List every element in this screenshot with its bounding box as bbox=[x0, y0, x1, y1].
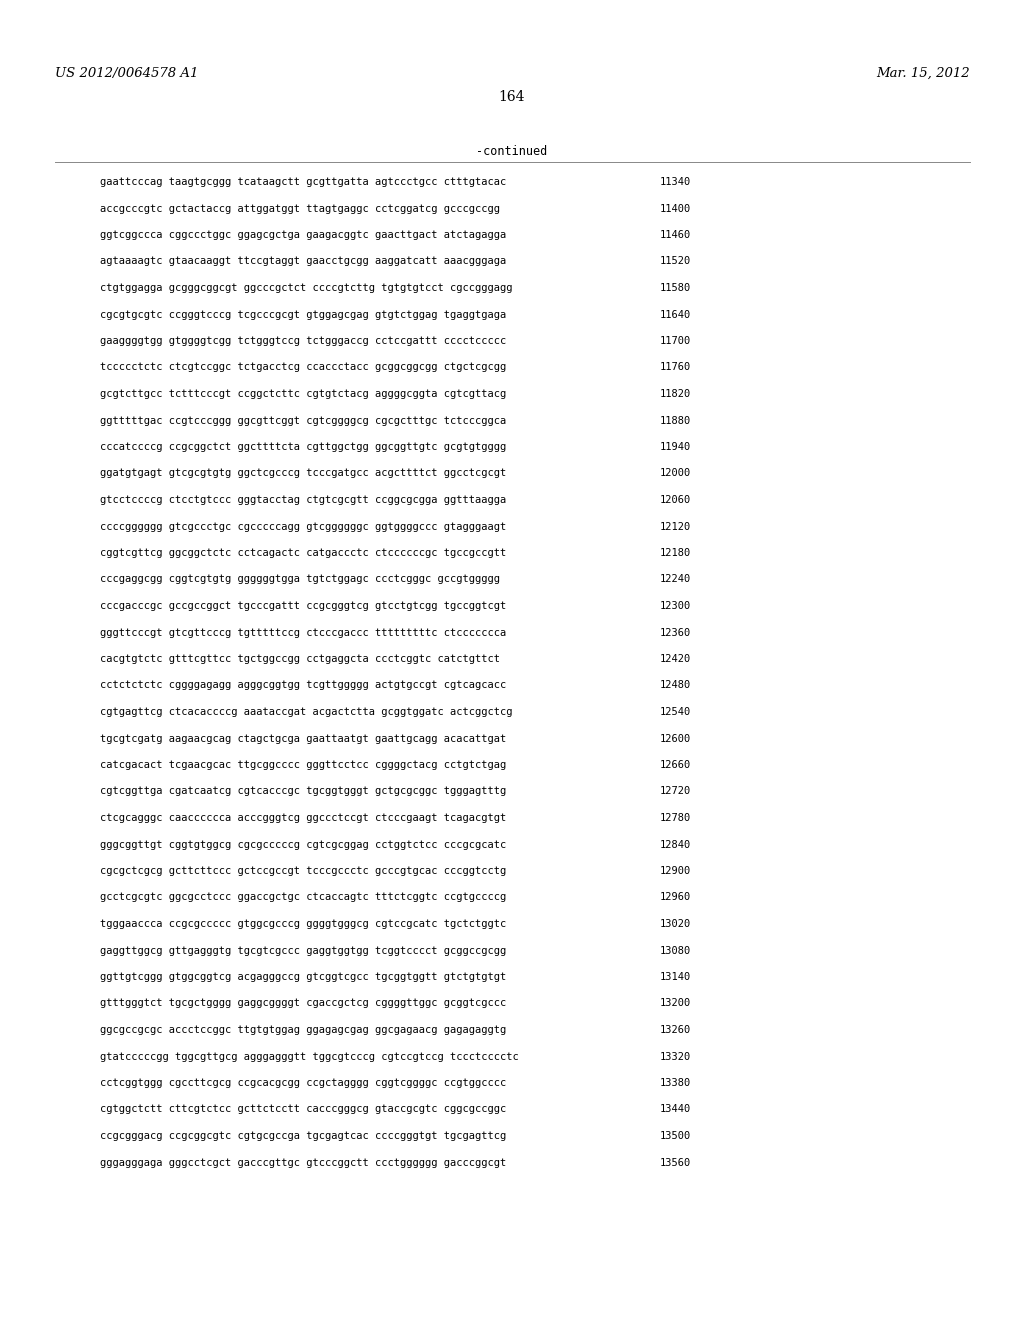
Text: cccgacccgc gccgccggct tgcccgattt ccgcgggtcg gtcctgtcgg tgccggtcgt: cccgacccgc gccgccggct tgcccgattt ccgcggg… bbox=[100, 601, 506, 611]
Text: gcgtcttgcc tctttcccgt ccggctcttc cgtgtctacg aggggcggta cgtcgttacg: gcgtcttgcc tctttcccgt ccggctcttc cgtgtct… bbox=[100, 389, 506, 399]
Text: ggtcggccca cggccctggc ggagcgctga gaagacggtc gaacttgact atctagagga: ggtcggccca cggccctggc ggagcgctga gaagacg… bbox=[100, 230, 506, 240]
Text: gaggttggcg gttgagggtg tgcgtcgccc gaggtggtgg tcggtcccct gcggccgcgg: gaggttggcg gttgagggtg tgcgtcgccc gaggtgg… bbox=[100, 945, 506, 956]
Text: cccatccccg ccgcggctct ggcttttcta cgttggctgg ggcggttgtc gcgtgtgggg: cccatccccg ccgcggctct ggcttttcta cgttggc… bbox=[100, 442, 506, 451]
Text: cctctctctc cggggagagg agggcggtgg tcgttggggg actgtgccgt cgtcagcacc: cctctctctc cggggagagg agggcggtgg tcgttgg… bbox=[100, 681, 506, 690]
Text: 12360: 12360 bbox=[660, 627, 691, 638]
Text: gtatcccccgg tggcgttgcg agggagggtt tggcgtcccg cgtccgtccg tccctcccctc: gtatcccccgg tggcgttgcg agggagggtt tggcgt… bbox=[100, 1052, 519, 1061]
Text: 13140: 13140 bbox=[660, 972, 691, 982]
Text: 12000: 12000 bbox=[660, 469, 691, 479]
Text: ggatgtgagt gtcgcgtgtg ggctcgcccg tcccgatgcc acgcttttct ggcctcgcgt: ggatgtgagt gtcgcgtgtg ggctcgcccg tcccgat… bbox=[100, 469, 506, 479]
Text: gggttcccgt gtcgttcccg tgtttttccg ctcccgaccc tttttttttc ctccccccca: gggttcccgt gtcgttcccg tgtttttccg ctcccga… bbox=[100, 627, 506, 638]
Text: accgcccgtc gctactaccg attggatggt ttagtgaggc cctcggatcg gcccgccgg: accgcccgtc gctactaccg attggatggt ttagtga… bbox=[100, 203, 500, 214]
Text: 11640: 11640 bbox=[660, 309, 691, 319]
Text: gaaggggtgg gtggggtcgg tctgggtccg tctgggaccg cctccgattt cccctccccc: gaaggggtgg gtggggtcgg tctgggtccg tctggga… bbox=[100, 337, 506, 346]
Text: cggtcgttcg ggcggctctc cctcagactc catgaccctc ctccccccgc tgccgccgtt: cggtcgttcg ggcggctctc cctcagactc catgacc… bbox=[100, 548, 506, 558]
Text: 12720: 12720 bbox=[660, 787, 691, 796]
Text: gcctcgcgtc ggcgcctccc ggaccgctgc ctcaccagtc tttctcggtc ccgtgccccg: gcctcgcgtc ggcgcctccc ggaccgctgc ctcacca… bbox=[100, 892, 506, 903]
Text: gtcctccccg ctcctgtccc gggtacctag ctgtcgcgtt ccggcgcgga ggtttaagga: gtcctccccg ctcctgtccc gggtacctag ctgtcgc… bbox=[100, 495, 506, 506]
Text: 11520: 11520 bbox=[660, 256, 691, 267]
Text: 11940: 11940 bbox=[660, 442, 691, 451]
Text: 13260: 13260 bbox=[660, 1026, 691, 1035]
Text: gggcggttgt cggtgtggcg cgcgcccccg cgtcgcggag cctggtctcc cccgcgcatc: gggcggttgt cggtgtggcg cgcgcccccg cgtcgcg… bbox=[100, 840, 506, 850]
Text: 12420: 12420 bbox=[660, 653, 691, 664]
Text: catcgacact tcgaacgcac ttgcggcccc gggttcctcc cggggctacg cctgtctgag: catcgacact tcgaacgcac ttgcggcccc gggttcc… bbox=[100, 760, 506, 770]
Text: 12120: 12120 bbox=[660, 521, 691, 532]
Text: 13020: 13020 bbox=[660, 919, 691, 929]
Text: gaattcccag taagtgcggg tcataagctt gcgttgatta agtccctgcc ctttgtacac: gaattcccag taagtgcggg tcataagctt gcgttga… bbox=[100, 177, 506, 187]
Text: -continued: -continued bbox=[476, 145, 548, 158]
Text: 12840: 12840 bbox=[660, 840, 691, 850]
Text: 12900: 12900 bbox=[660, 866, 691, 876]
Text: 13320: 13320 bbox=[660, 1052, 691, 1061]
Text: tgcgtcgatg aagaacgcag ctagctgcga gaattaatgt gaattgcagg acacattgat: tgcgtcgatg aagaacgcag ctagctgcga gaattaa… bbox=[100, 734, 506, 743]
Text: 12480: 12480 bbox=[660, 681, 691, 690]
Text: cacgtgtctc gtttcgttcc tgctggccgg cctgaggcta ccctcggtc catctgttct: cacgtgtctc gtttcgttcc tgctggccgg cctgagg… bbox=[100, 653, 500, 664]
Text: 11820: 11820 bbox=[660, 389, 691, 399]
Text: 11880: 11880 bbox=[660, 416, 691, 425]
Text: cgtcggttga cgatcaatcg cgtcacccgc tgcggtgggt gctgcgcggc tgggagtttg: cgtcggttga cgatcaatcg cgtcacccgc tgcggtg… bbox=[100, 787, 506, 796]
Text: tccccctctc ctcgtccggc tctgacctcg ccaccctacc gcggcggcgg ctgctcgcgg: tccccctctc ctcgtccggc tctgacctcg ccaccct… bbox=[100, 363, 506, 372]
Text: 12600: 12600 bbox=[660, 734, 691, 743]
Text: ctgtggagga gcgggcggcgt ggcccgctct ccccgtcttg tgtgtgtcct cgccgggagg: ctgtggagga gcgggcggcgt ggcccgctct ccccgt… bbox=[100, 282, 512, 293]
Text: 11400: 11400 bbox=[660, 203, 691, 214]
Text: 12960: 12960 bbox=[660, 892, 691, 903]
Text: ctcgcagggc caacccccca acccgggtcg ggccctccgt ctcccgaagt tcagacgtgt: ctcgcagggc caacccccca acccgggtcg ggccctc… bbox=[100, 813, 506, 822]
Text: 13560: 13560 bbox=[660, 1158, 691, 1167]
Text: 12180: 12180 bbox=[660, 548, 691, 558]
Text: 11460: 11460 bbox=[660, 230, 691, 240]
Text: cgcgctcgcg gcttcttccc gctccgccgt tcccgccctc gcccgtgcac cccggtcctg: cgcgctcgcg gcttcttccc gctccgccgt tcccgcc… bbox=[100, 866, 506, 876]
Text: gtttgggtct tgcgctgggg gaggcggggt cgaccgctcg cggggttggc gcggtcgccc: gtttgggtct tgcgctgggg gaggcggggt cgaccgc… bbox=[100, 998, 506, 1008]
Text: 12660: 12660 bbox=[660, 760, 691, 770]
Text: cgtggctctt cttcgtctcc gcttctcctt cacccgggcg gtaccgcgtc cggcgccggc: cgtggctctt cttcgtctcc gcttctcctt cacccgg… bbox=[100, 1105, 506, 1114]
Text: cgcgtgcgtc ccgggtcccg tcgcccgcgt gtggagcgag gtgtctggag tgaggtgaga: cgcgtgcgtc ccgggtcccg tcgcccgcgt gtggagc… bbox=[100, 309, 506, 319]
Text: 12300: 12300 bbox=[660, 601, 691, 611]
Text: 12060: 12060 bbox=[660, 495, 691, 506]
Text: US 2012/0064578 A1: US 2012/0064578 A1 bbox=[55, 67, 199, 81]
Text: ggcgccgcgc accctccggc ttgtgtggag ggagagcgag ggcgagaacg gagagaggtg: ggcgccgcgc accctccggc ttgtgtggag ggagagc… bbox=[100, 1026, 506, 1035]
Text: 12780: 12780 bbox=[660, 813, 691, 822]
Text: ggtttttgac ccgtcccggg ggcgttcggt cgtcggggcg cgcgctttgc tctcccggca: ggtttttgac ccgtcccggg ggcgttcggt cgtcggg… bbox=[100, 416, 506, 425]
Text: Mar. 15, 2012: Mar. 15, 2012 bbox=[877, 67, 970, 81]
Text: tgggaaccca ccgcgccccc gtggcgcccg ggggtgggcg cgtccgcatc tgctctggtc: tgggaaccca ccgcgccccc gtggcgcccg ggggtgg… bbox=[100, 919, 506, 929]
Text: 164: 164 bbox=[499, 90, 525, 104]
Text: cctcggtggg cgccttcgcg ccgcacgcgg ccgctagggg cggtcggggc ccgtggcccc: cctcggtggg cgccttcgcg ccgcacgcgg ccgctag… bbox=[100, 1078, 506, 1088]
Text: 12540: 12540 bbox=[660, 708, 691, 717]
Text: ccgcgggacg ccgcggcgtc cgtgcgccga tgcgagtcac ccccgggtgt tgcgagttcg: ccgcgggacg ccgcggcgtc cgtgcgccga tgcgagt… bbox=[100, 1131, 506, 1140]
Text: gggagggaga gggcctcgct gacccgttgc gtcccggctt ccctgggggg gacccggcgt: gggagggaga gggcctcgct gacccgttgc gtcccgg… bbox=[100, 1158, 506, 1167]
Text: agtaaaagtc gtaacaaggt ttccgtaggt gaacctgcgg aaggatcatt aaacgggaga: agtaaaagtc gtaacaaggt ttccgtaggt gaacctg… bbox=[100, 256, 506, 267]
Text: 11580: 11580 bbox=[660, 282, 691, 293]
Text: 11700: 11700 bbox=[660, 337, 691, 346]
Text: 13080: 13080 bbox=[660, 945, 691, 956]
Text: cccgaggcgg cggtcgtgtg ggggggtgga tgtctggagc ccctcgggc gccgtggggg: cccgaggcgg cggtcgtgtg ggggggtgga tgtctgg… bbox=[100, 574, 500, 585]
Text: 12240: 12240 bbox=[660, 574, 691, 585]
Text: ggttgtcggg gtggcggtcg acgagggccg gtcggtcgcc tgcggtggtt gtctgtgtgt: ggttgtcggg gtggcggtcg acgagggccg gtcggtc… bbox=[100, 972, 506, 982]
Text: 13200: 13200 bbox=[660, 998, 691, 1008]
Text: 11760: 11760 bbox=[660, 363, 691, 372]
Text: 11340: 11340 bbox=[660, 177, 691, 187]
Text: cgtgagttcg ctcacaccccg aaataccgat acgactctta gcggtggatc actcggctcg: cgtgagttcg ctcacaccccg aaataccgat acgact… bbox=[100, 708, 512, 717]
Text: ccccgggggg gtcgccctgc cgcccccagg gtcggggggc ggtggggccc gtagggaagt: ccccgggggg gtcgccctgc cgcccccagg gtcgggg… bbox=[100, 521, 506, 532]
Text: 13500: 13500 bbox=[660, 1131, 691, 1140]
Text: 13440: 13440 bbox=[660, 1105, 691, 1114]
Text: 13380: 13380 bbox=[660, 1078, 691, 1088]
